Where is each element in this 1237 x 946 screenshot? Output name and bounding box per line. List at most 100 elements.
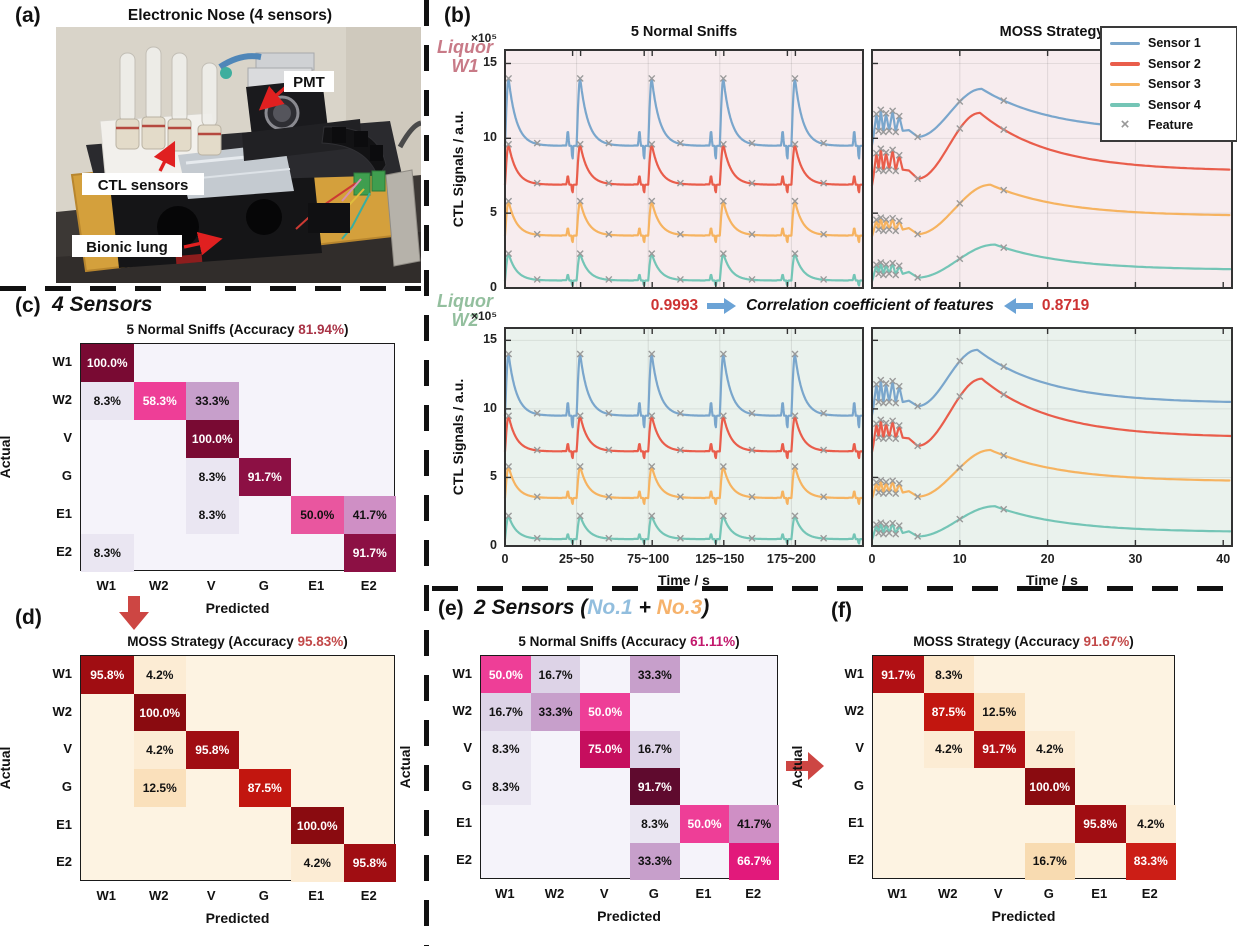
x-tick-label: 125~150 (695, 552, 745, 566)
feature-marker (533, 409, 541, 417)
feature-marker (885, 398, 893, 406)
feature-marker (885, 529, 893, 537)
series-sensor-2 (503, 415, 865, 460)
matrix-col-label: E1 (695, 886, 712, 901)
y-tick-label: 10 (483, 400, 497, 415)
feature-marker (676, 493, 684, 501)
feature-marker (879, 435, 887, 443)
feature-marker (892, 435, 900, 443)
correlation-left-value: 0.9993 (650, 297, 699, 314)
x-tick-label: 75~100 (627, 552, 670, 566)
x-tick-label: 10 (952, 552, 967, 566)
feature-marker (648, 350, 656, 358)
feature-marker (791, 512, 799, 520)
feature-marker (676, 139, 684, 147)
matrix-cell: 100.0% (133, 693, 186, 732)
matrix-col-label: W1 (495, 886, 515, 901)
feature-marker (889, 214, 897, 222)
feature-marker (605, 275, 613, 283)
ctl-sensors-arrow (153, 140, 176, 172)
feature-marker (505, 412, 513, 420)
feature-marker (576, 250, 584, 258)
matrix-row-label: E2 (56, 544, 72, 559)
feature-marker (914, 175, 922, 183)
matrix-cell: 91.7% (873, 656, 924, 694)
matrix-cell: 75.0% (580, 730, 630, 768)
accuracy-value: 61.11% (690, 634, 736, 649)
feature-marker (872, 478, 880, 486)
feature-marker (879, 227, 887, 235)
legend-label: Sensor 1 (1148, 36, 1201, 51)
series-sensor-4 (870, 505, 1232, 541)
panel-e-heading: 2 Sensors (No.1 + No.3) (474, 596, 709, 620)
series-sensor-3 (870, 448, 1231, 500)
matrix-y-axis-label: Actual (397, 745, 413, 789)
feature-marker-icon: × (1120, 116, 1130, 134)
feature-marker (892, 227, 900, 235)
feature-marker (889, 477, 897, 485)
feature-marker (879, 490, 887, 498)
x-tick-label: 175~200 (766, 552, 816, 566)
matrix-cell: 33.3% (630, 842, 680, 880)
feature-marker (533, 230, 541, 238)
feature-marker (895, 382, 903, 390)
feature-marker (748, 230, 756, 238)
feature-marker (791, 462, 799, 470)
panel-a-label: (a) (15, 4, 41, 27)
feature-marker (895, 479, 903, 487)
matrix-col-label: G (1043, 886, 1054, 901)
confusion-matrix-mat_d: 95.8% 4.2% 100.0% 4.2% 95.8% 12.5% 87.5% 100.0%… (80, 655, 396, 882)
feature-marker (505, 462, 513, 470)
matrix-title-mat_c: 5 Normal Sniffs (Accuracy 81.94%) (126, 322, 349, 337)
x-tick-label: 40 (1216, 552, 1231, 566)
panel-e-label: (e) (438, 597, 464, 620)
matrix-cell: 4.2% (1125, 805, 1176, 843)
y-multiplier-label: ×10⁵ (471, 309, 497, 323)
feature-marker (820, 446, 828, 454)
matrix-cell: 91.7% (238, 458, 291, 496)
feature-marker (882, 260, 890, 268)
feature-marker (820, 139, 828, 147)
feature-marker (956, 97, 964, 105)
matrix-cell: 41.7% (343, 496, 396, 534)
feature-marker (533, 446, 541, 454)
matrix-row-label: V (63, 430, 72, 445)
feature-marker (879, 167, 887, 175)
panel-a-title: Electronic Nose (4 sensors) (127, 7, 333, 24)
arrow-right-icon (707, 298, 737, 314)
feature-marker (748, 139, 756, 147)
x-tick-label: 30 (1128, 552, 1143, 566)
matrix-cell: 100.0% (1024, 768, 1075, 806)
feature-marker (875, 226, 883, 234)
legend-entry: × Feature (1110, 115, 1228, 136)
matrix-cell: 8.3% (481, 768, 531, 806)
liquor-w1-tag: Liquor W1 (426, 38, 504, 76)
matrix-cell: 4.2% (291, 844, 344, 882)
feature-marker (895, 151, 903, 159)
legend-entry: Sensor 3 (1110, 74, 1228, 95)
feature-marker (505, 350, 513, 358)
feature-marker (748, 179, 756, 187)
feature-marker (875, 127, 883, 135)
matrix-col-label: E1 (308, 578, 325, 593)
matrix-col-label: W1 (96, 578, 117, 593)
matrix-title-mat_f: MOSS Strategy (Accuracy 91.67%) (913, 634, 1134, 649)
feature-marker (791, 140, 799, 148)
matrix-cell: 100.0% (81, 344, 134, 382)
arrow-left-icon (1003, 298, 1033, 314)
matrix-cell: 91.7% (343, 534, 396, 572)
matrix-cell: 95.8% (186, 731, 239, 769)
y-multiplier-label: ×10⁵ (471, 31, 497, 45)
matrix-row-label: W2 (52, 392, 73, 407)
feature-marker (885, 226, 893, 234)
matrix-row-label: W1 (52, 665, 73, 681)
x-tick-label: 0 (501, 552, 509, 566)
feature-marker (676, 230, 684, 238)
confusion-matrix-mat_f: 91.7% 8.3% 87.5% 12.5% 4.2% 91.7% 4.2% 100.0% 95… (872, 655, 1176, 880)
matrix-title-mat_e: 5 Normal Sniffs (Accuracy 61.11%) (518, 634, 740, 649)
matrix-cell: 4.2% (133, 656, 186, 694)
matrix-cell: 91.7% (974, 730, 1025, 768)
feature-marker (676, 409, 684, 417)
matrix-y-axis-label: Actual (789, 745, 805, 789)
feature-marker (648, 512, 656, 520)
